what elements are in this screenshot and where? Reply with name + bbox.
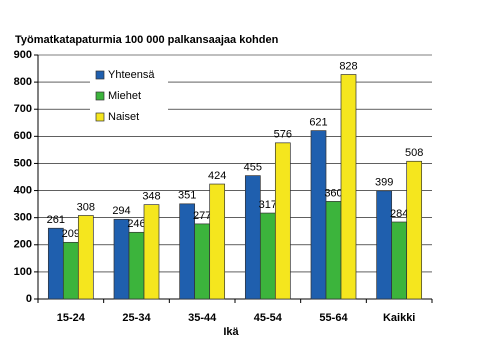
value-label: 399 bbox=[375, 177, 393, 189]
value-label: 828 bbox=[339, 60, 357, 72]
y-tick-label: 700 bbox=[14, 103, 32, 115]
legend-marker bbox=[95, 70, 105, 80]
value-label: 277 bbox=[193, 210, 211, 222]
y-tick-label: 100 bbox=[14, 266, 32, 278]
bar bbox=[340, 74, 357, 300]
value-label: 576 bbox=[274, 129, 292, 141]
legend-label: Yhteensä bbox=[108, 69, 155, 81]
value-label: 508 bbox=[405, 147, 423, 159]
bar bbox=[391, 221, 408, 300]
bar bbox=[310, 130, 327, 300]
value-label: 261 bbox=[47, 214, 65, 226]
bar bbox=[259, 212, 276, 300]
legend-label: Naiset bbox=[108, 111, 139, 123]
x-tick-label: 15-24 bbox=[57, 312, 86, 324]
value-label: 360 bbox=[324, 187, 342, 199]
value-label: 284 bbox=[390, 208, 408, 220]
value-label: 308 bbox=[77, 201, 95, 213]
bar bbox=[325, 201, 342, 300]
y-tick-label: 500 bbox=[14, 157, 32, 169]
x-tick-label: 45-54 bbox=[254, 312, 283, 324]
value-label: 246 bbox=[127, 218, 145, 230]
x-tick-label: 55-64 bbox=[319, 312, 348, 324]
bar bbox=[113, 218, 130, 300]
bar bbox=[209, 183, 226, 300]
y-tick-label: 300 bbox=[14, 212, 32, 224]
bar bbox=[62, 241, 79, 300]
value-label: 455 bbox=[244, 162, 262, 174]
value-label: 351 bbox=[178, 190, 196, 202]
x-tick-label: 25-34 bbox=[122, 312, 151, 324]
bar bbox=[274, 142, 291, 300]
value-label: 424 bbox=[208, 170, 226, 182]
value-label: 317 bbox=[259, 199, 277, 211]
value-label: 294 bbox=[112, 205, 130, 217]
y-tick-label: 900 bbox=[14, 49, 32, 61]
bar bbox=[406, 160, 423, 300]
x-tick-label: 35-44 bbox=[188, 312, 217, 324]
y-tick-label: 800 bbox=[14, 76, 32, 88]
y-tick-label: 600 bbox=[14, 130, 32, 142]
y-tick-label: 0 bbox=[26, 293, 32, 305]
bar bbox=[77, 215, 94, 300]
legend-marker bbox=[95, 91, 105, 101]
legend-marker bbox=[95, 112, 105, 122]
chart-title: Työmatkatapaturmia 100 000 palkansaajaa … bbox=[15, 34, 279, 46]
value-label: 348 bbox=[142, 191, 160, 203]
value-label: 209 bbox=[62, 228, 80, 240]
bar bbox=[143, 204, 160, 300]
y-tick-label: 200 bbox=[14, 239, 32, 251]
y-tick-label: 400 bbox=[14, 184, 32, 196]
bar bbox=[244, 175, 261, 300]
bar bbox=[194, 223, 211, 300]
value-label: 621 bbox=[309, 117, 327, 129]
x-axis-label: Ikä bbox=[223, 326, 239, 338]
x-tick-label: Kaikki bbox=[383, 312, 415, 324]
legend-label: Miehet bbox=[108, 90, 141, 102]
bar bbox=[128, 231, 145, 300]
